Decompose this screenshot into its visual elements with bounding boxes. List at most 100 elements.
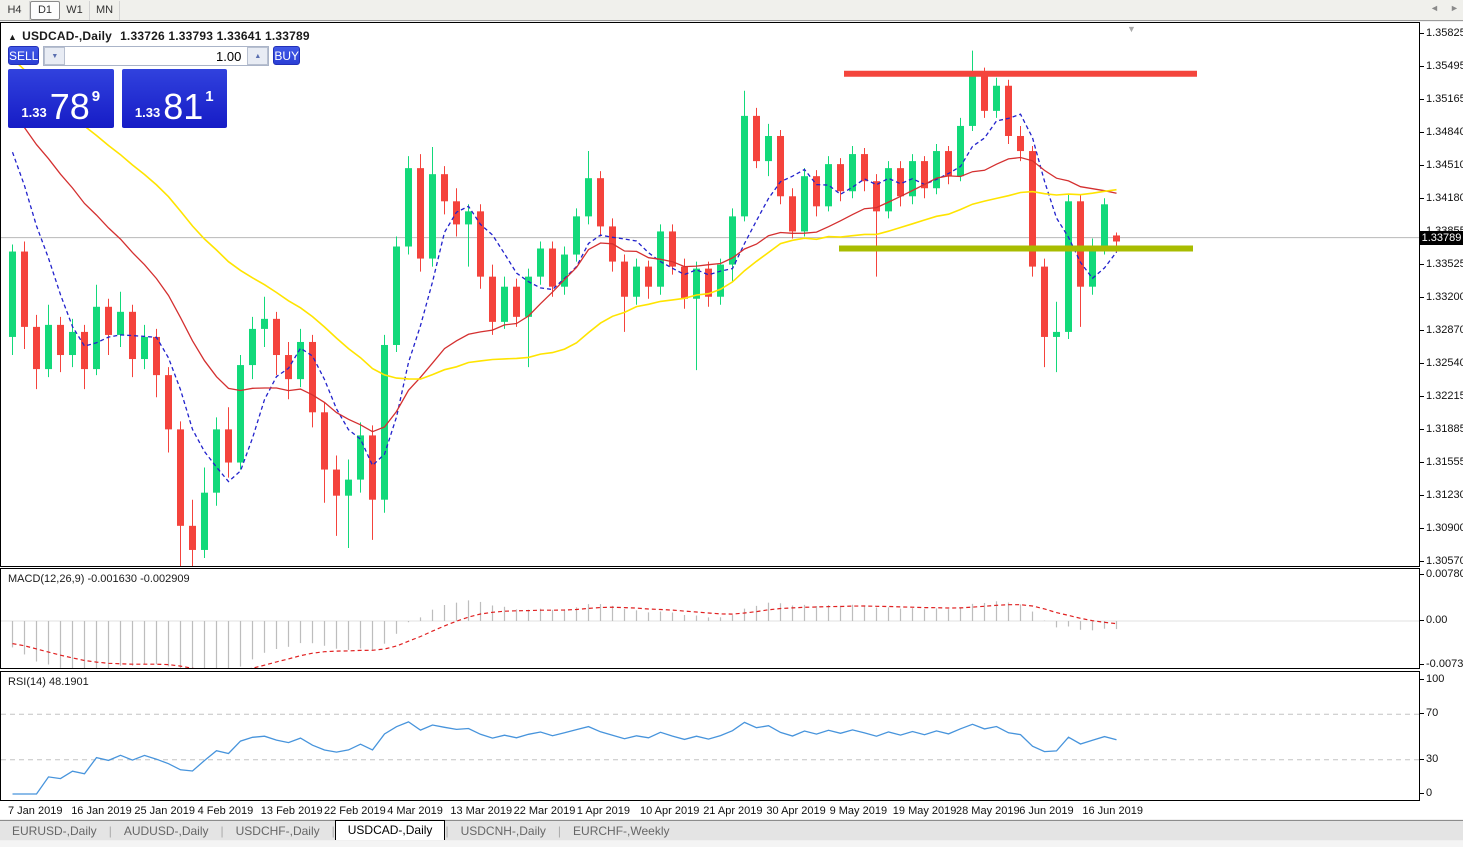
time-axis-label: 10 Apr 2019 [640,805,700,817]
timeframe-button-d1[interactable]: D1 [30,0,60,20]
price-axis-label: 1.32215 [1426,390,1463,402]
rsi-axis-label: 70 [1426,707,1439,720]
price-axis-label: 1.34510 [1426,159,1463,171]
axis-tick [1420,620,1424,621]
axis-tick [1420,66,1424,67]
axis-tick [1420,363,1424,364]
collapse-arrow-icon[interactable]: ▲ [8,32,18,42]
macd-axis-label: 0.00 [1426,614,1448,626]
axis-tick [1420,198,1424,199]
buy-price-pips: 81 [163,86,204,128]
buy-button[interactable]: BUY [273,46,301,65]
chart-window: ▲ USDCAD-,Daily 1.33726 1.33793 1.33641 1.… [0,22,1463,819]
tab-separator: | [108,823,112,838]
axis-tick [1420,132,1424,133]
rsi-axis-label: 0 [1426,787,1433,799]
price-axis-label: 1.33200 [1426,291,1463,303]
time-axis-label: 13 Mar 2019 [450,805,513,817]
time-axis-label: 21 Apr 2019 [703,805,763,817]
rsi-axis-label: 30 [1426,752,1439,765]
timeframe-button-mn[interactable]: MN [90,0,121,20]
timeframe-button-w1[interactable]: W1 [60,0,90,20]
time-axis-label: 4 Feb 2019 [197,805,254,817]
time-axis-label: 16 Jun 2019 [1082,805,1143,817]
rsi-axis-label: 100 [1426,673,1445,685]
price-axis-label: 1.30570 [1426,555,1463,567]
time-axis-label: 19 May 2019 [892,805,957,817]
axis-tick [1420,33,1424,34]
macd-chart [1,600,1419,668]
axis-tick [1420,495,1424,496]
axis-tick [1420,330,1424,331]
ohlc-readout: 1.33726 1.33793 1.33641 1.33789 [120,29,310,43]
axis-tick [1420,793,1424,794]
sell-price-figure: 1.33 [21,105,47,120]
time-axis-label: 9 May 2019 [829,805,888,817]
time-axis-label: 6 Jun 2019 [1019,805,1074,817]
rsi-label: RSI(14) 48.1901 [8,676,89,688]
tabs-scroll-left-icon[interactable]: ◄ [1430,3,1439,13]
axis-tick [1420,758,1424,760]
buy-price-box[interactable]: 1.33 81 1 [121,69,227,128]
price-axis-label: 1.32870 [1426,324,1463,336]
axis-tick [1420,679,1424,680]
sell-price-point: 9 [91,88,101,105]
price-axis-label: 1.35165 [1426,93,1463,105]
tab-separator: | [445,823,449,838]
tab-separator: | [557,823,562,838]
tab-usdcnh[interactable]: USDCNH-,Daily [460,823,546,838]
symbol-title: USDCAD-,Daily [22,29,113,43]
axis-tick [1420,165,1424,166]
chart-title: ▲ USDCAD-,Daily 1.33726 1.33793 1.33641 1.… [8,29,310,43]
price-axis-label: 1.32540 [1426,357,1463,369]
tab-audusd[interactable]: AUDUSD-,Daily [123,823,209,838]
scroll-to-end-icon[interactable]: ▼ [1127,24,1136,34]
volume-increase-icon[interactable]: ▲ [247,47,269,65]
tab-eurchf[interactable]: EURCHF-,Weekly [573,823,670,838]
axis-tick [1420,297,1424,298]
status-strip [0,841,1463,847]
timeframe-button-h4[interactable]: H4 [0,0,30,20]
sell-button[interactable]: SELL [8,46,40,65]
macd-axis-label: 0.007807 [1426,567,1463,580]
price-axis-label: 1.34180 [1426,192,1463,204]
tab-eurusd[interactable]: EURUSD-,Daily [12,823,97,838]
symbol-tabbar: EURUSD-,Daily | AUDUSD-,Daily | USDCHF-,Dail… [0,819,1463,840]
axis-tick [1420,429,1424,430]
price-axis[interactable]: 1.35825 1.35495 1.35165 1.34840 1.34510 1.341… [1420,22,1463,819]
timeframe-toolbar: H4 D1 W1 MN [0,0,1463,21]
tab-separator: | [220,823,224,838]
tab-usdchf[interactable]: USDCHF-,Daily [235,823,320,838]
price-pane: ▲ USDCAD-,Daily 1.33726 1.33793 1.33641 1.… [0,22,1420,567]
price-axis-label: 1.34840 [1426,126,1463,138]
rsi-chart [1,713,1419,795]
buy-price-figure: 1.33 [134,105,161,120]
time-axis-label: 16 Jan 2019 [71,805,132,817]
tab-usdcad[interactable]: USDCAD-,Daily [334,819,446,840]
buy-price-point: 1 [205,88,214,105]
tab-separator: | [331,823,335,838]
macd-label: MACD(12,26,9) -0.001630 -0.002909 [8,573,190,585]
tabs-scroll-right-icon[interactable]: ► [1450,3,1459,13]
time-axis-label: 25 Jan 2019 [134,805,195,817]
time-axis-label: 4 Mar 2019 [387,805,443,817]
sell-price-pips: 78 [49,86,90,128]
axis-tick [1420,573,1424,575]
axis-tick [1420,99,1424,100]
macd-pane: MACD(12,26,9) -0.001630 -0.002909 [0,568,1420,669]
volume-decrease-icon[interactable]: ▼ [44,47,66,65]
axis-tick [1420,561,1424,562]
time-axis[interactable]: 7 Jan 2019 16 Jan 2019 25 Jan 2019 4 Feb 20… [0,802,1420,819]
time-axis-label: 13 Feb 2019 [260,805,323,817]
axis-tick [1420,528,1424,529]
price-axis-label: 1.35495 [1426,60,1463,72]
axis-tick [1420,462,1424,463]
sell-price-box[interactable]: 1.33 78 9 [8,69,114,128]
rsi-pane: RSI(14) 48.1901 [0,671,1420,801]
candlestick-chart [1,50,1419,566]
price-axis-label: 1.31230 [1426,489,1463,501]
time-axis-label: 22 Mar 2019 [513,805,576,817]
volume-input[interactable] [65,47,248,65]
price-axis-label: 1.31885 [1426,423,1463,435]
time-axis-label: 1 Apr 2019 [576,805,631,817]
